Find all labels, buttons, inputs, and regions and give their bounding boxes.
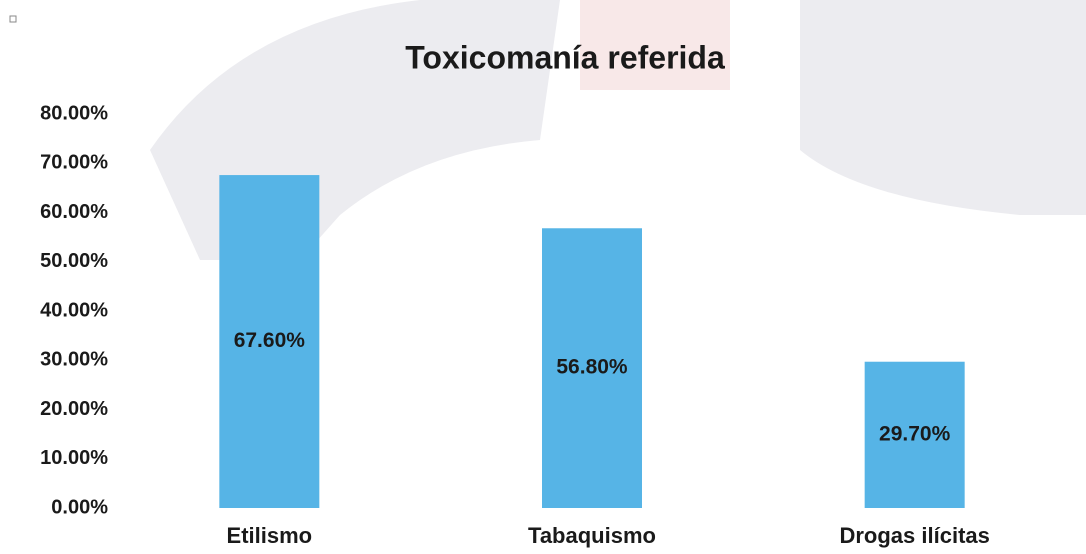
x-tick-label: Etilismo [227,523,313,548]
value-label: 56.80% [556,356,628,379]
y-tick-label: 70.00% [40,152,108,174]
y-tick-label: 10.00% [40,447,108,469]
y-tick-label: 60.00% [40,201,108,223]
value-label: 29.70% [879,422,951,445]
x-tick-label: Drogas ilícitas [839,523,989,548]
bar [542,228,642,508]
x-tick-label: Tabaquismo [528,523,656,548]
icon [9,15,17,23]
bar [219,175,320,508]
value-label: 67.60% [234,329,306,352]
y-tick-label: 80.00% [40,102,108,124]
chart-title: Toxicomanía referida [405,39,725,75]
watermark-shape [800,0,1086,215]
y-tick-label: 20.00% [40,398,108,420]
watermark-shape [580,0,730,90]
bar [864,361,965,508]
y-tick-label: 0.00% [51,496,108,518]
y-tick-label: 40.00% [40,299,108,321]
y-tick-label: 30.00% [40,349,108,371]
y-tick-label: 50.00% [40,250,108,272]
